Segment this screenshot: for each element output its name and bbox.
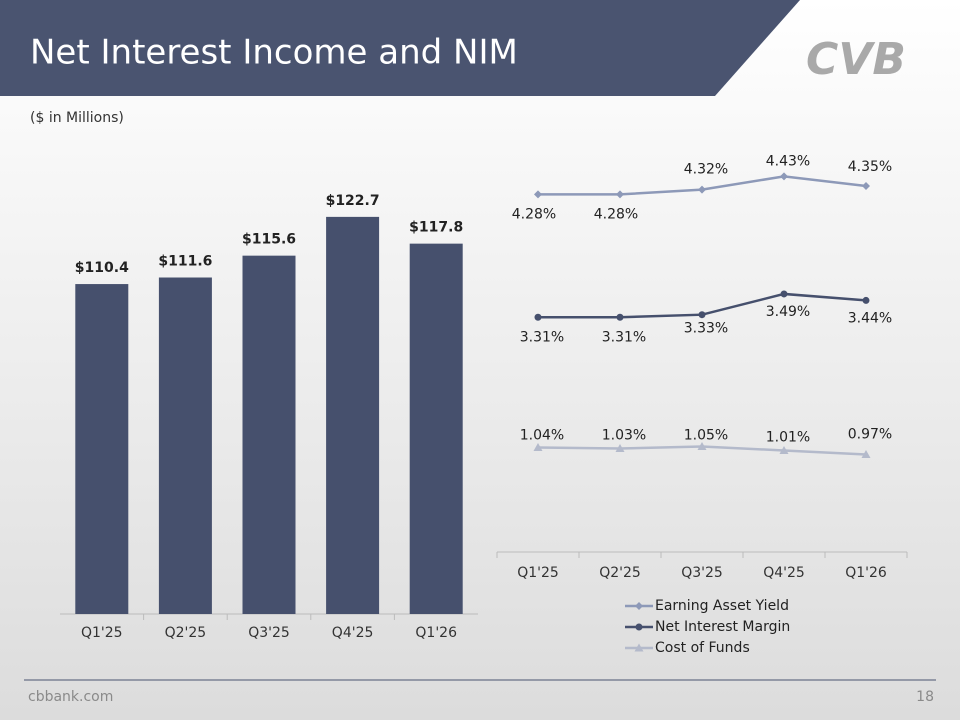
marker xyxy=(534,313,542,321)
logo: CVB xyxy=(806,34,906,85)
marker xyxy=(780,290,788,298)
data-label: 1.04% xyxy=(520,427,564,443)
marker xyxy=(862,296,870,304)
legend-marker xyxy=(635,602,643,610)
marker xyxy=(533,442,543,451)
legend-label: Net Interest Margin xyxy=(655,619,790,635)
footer-site: cbbank.com xyxy=(28,689,113,705)
legend-item: Cost of Funds xyxy=(625,640,750,656)
x-tick-label: Q1'26 xyxy=(415,625,457,641)
data-label: 4.28% xyxy=(594,206,638,222)
x-tick-label: Q1'25 xyxy=(81,625,123,641)
legend-marker xyxy=(635,623,643,631)
x-tick-label: Q2'25 xyxy=(165,625,207,641)
bar xyxy=(158,277,212,614)
marker xyxy=(534,190,542,199)
data-label: 0.97% xyxy=(848,427,892,443)
marker xyxy=(779,445,789,454)
x-tick-label: Q3'25 xyxy=(681,565,723,581)
subtitle: ($ in Millions) xyxy=(30,110,124,126)
marker xyxy=(698,311,706,319)
data-label: $111.6 xyxy=(158,254,212,270)
legend-marker xyxy=(634,643,644,652)
data-label: $122.7 xyxy=(326,193,380,209)
marker xyxy=(616,313,624,321)
data-label: 1.03% xyxy=(602,427,646,443)
data-label: 3.33% xyxy=(684,321,728,337)
x-tick-label: Q4'25 xyxy=(332,625,374,641)
bar xyxy=(242,255,296,614)
data-label: 3.31% xyxy=(602,329,646,345)
data-label: 4.32% xyxy=(684,162,728,178)
marker xyxy=(697,441,707,450)
bar xyxy=(409,243,463,614)
x-tick-label: Q3'25 xyxy=(248,625,290,641)
bar xyxy=(326,216,380,614)
header-band xyxy=(0,0,800,96)
x-tick-label: Q1'25 xyxy=(517,565,559,581)
marker xyxy=(861,450,871,459)
x-tick-label: Q1'26 xyxy=(845,565,887,581)
charts: $110.4 Q1'25 $111.6 Q2'25 $115.6 Q3'25 $122.7 Q… xyxy=(60,153,908,656)
data-label: $110.4 xyxy=(75,260,129,276)
data-label: $117.8 xyxy=(409,220,463,236)
legend-label: Earning Asset Yield xyxy=(655,598,789,614)
data-label: 3.44% xyxy=(848,310,892,326)
marker xyxy=(615,443,625,452)
data-label: 3.49% xyxy=(766,304,810,320)
legend-item: Earning Asset Yield xyxy=(625,598,789,614)
marker xyxy=(698,185,706,194)
legend-label: Cost of Funds xyxy=(655,640,750,656)
page-number: 18 xyxy=(916,689,934,705)
marker xyxy=(616,190,624,199)
slide-title: Net Interest Income and NIM xyxy=(30,33,518,73)
data-label: 4.28% xyxy=(512,206,556,222)
data-label: 1.01% xyxy=(766,429,810,445)
data-label: $115.6 xyxy=(242,232,296,248)
x-tick-label: Q4'25 xyxy=(763,565,805,581)
data-label: 4.43% xyxy=(766,153,810,169)
data-label: 4.35% xyxy=(848,159,892,175)
legend-item: Net Interest Margin xyxy=(625,619,790,635)
marker xyxy=(862,182,870,190)
bar xyxy=(75,284,129,614)
data-label: 1.05% xyxy=(684,427,728,443)
data-label: 3.31% xyxy=(520,329,564,345)
marker xyxy=(780,172,788,181)
x-tick-label: Q2'25 xyxy=(599,565,641,581)
